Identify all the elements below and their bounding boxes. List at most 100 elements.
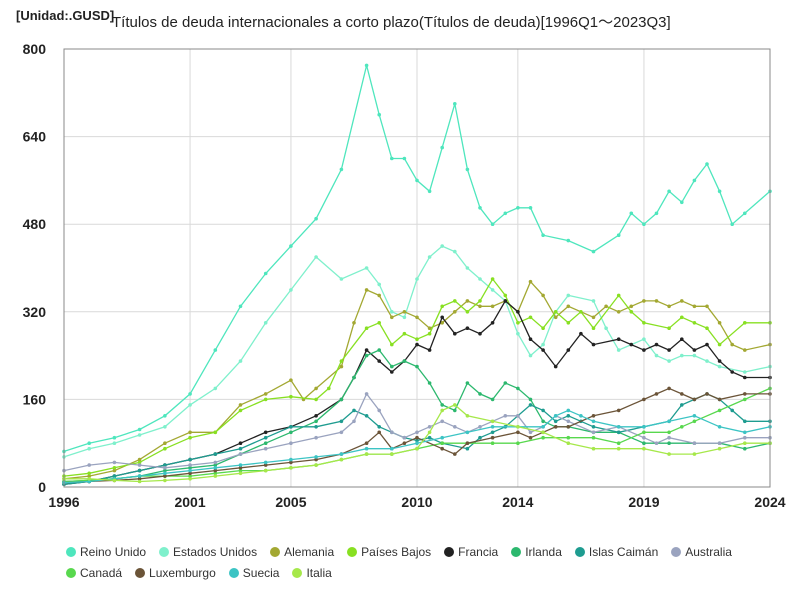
data-point <box>238 441 243 446</box>
data-point <box>390 430 394 435</box>
legend-item[interactable]: Islas Caimán <box>574 545 658 559</box>
data-point <box>465 446 470 451</box>
data-point <box>289 244 293 248</box>
data-point <box>415 438 419 443</box>
data-point <box>692 419 697 424</box>
data-point <box>629 310 634 314</box>
data-point <box>642 397 646 402</box>
data-point <box>516 430 520 435</box>
plot-frame <box>63 48 771 488</box>
data-point <box>743 348 747 352</box>
legend-item[interactable]: Australia <box>671 545 732 559</box>
legend-label: Italia <box>306 565 332 580</box>
data-point <box>137 427 142 432</box>
data-point <box>314 255 318 259</box>
data-point <box>377 282 382 287</box>
data-point <box>528 206 533 210</box>
data-point <box>415 441 419 446</box>
data-point <box>490 277 495 281</box>
data-point <box>490 430 495 435</box>
data-point <box>453 310 457 314</box>
data-point <box>528 430 533 435</box>
data-point <box>516 414 520 418</box>
legend-item[interactable]: Estados Unidos <box>159 545 257 559</box>
data-point <box>238 359 243 363</box>
y-tick-label: 160 <box>23 391 47 407</box>
data-point <box>528 397 533 402</box>
legend-item[interactable]: Irlanda <box>511 545 562 559</box>
data-point <box>541 348 545 352</box>
data-point <box>163 414 167 418</box>
data-point <box>541 408 545 413</box>
data-point <box>680 353 684 358</box>
data-point <box>163 471 167 476</box>
legend-marker-icon <box>135 567 146 578</box>
legend-item[interactable]: Reino Unido <box>66 545 146 559</box>
data-point <box>415 446 419 451</box>
data-point <box>427 430 432 435</box>
data-point <box>238 463 243 467</box>
data-point <box>667 326 671 331</box>
data-point <box>516 386 520 391</box>
data-point <box>730 342 734 347</box>
legend-label: Suecia <box>242 565 280 580</box>
data-point <box>566 441 571 446</box>
legend-item[interactable]: Canadá <box>66 566 122 580</box>
data-point <box>289 425 293 429</box>
legend-row: Reino Unido Estados Unidos Alemania Países … <box>66 541 786 562</box>
legend-item[interactable]: Alemania <box>270 545 334 559</box>
data-point <box>516 425 520 429</box>
data-point <box>390 156 394 161</box>
data-point <box>377 359 382 363</box>
data-point <box>188 463 192 467</box>
data-point <box>213 463 218 467</box>
legend-item[interactable]: Países Bajos <box>347 545 431 559</box>
data-point <box>390 315 394 320</box>
legend-item[interactable]: Suecia <box>228 565 280 580</box>
legend-item[interactable]: Luxemburgo <box>135 566 216 580</box>
data-point <box>377 321 382 325</box>
data-point <box>717 189 722 194</box>
legend-marker-icon <box>66 567 76 578</box>
data-point <box>692 441 697 446</box>
data-point <box>427 435 432 440</box>
data-point <box>238 403 243 407</box>
data-point <box>743 370 747 374</box>
data-point <box>680 403 684 407</box>
data-point <box>415 178 419 183</box>
legend-item[interactable]: Francia <box>444 545 498 559</box>
data-point <box>465 414 470 418</box>
data-point <box>717 441 722 446</box>
data-point <box>566 321 571 325</box>
x-tick-label: 2024 <box>754 494 785 510</box>
data-point <box>137 460 142 465</box>
data-point <box>289 430 293 435</box>
x-tick-label: 2001 <box>174 494 205 510</box>
data-point <box>188 468 192 473</box>
legend-item[interactable]: Italia <box>292 565 332 580</box>
data-point <box>314 419 318 424</box>
data-point <box>705 342 709 347</box>
data-point <box>730 222 734 226</box>
data-point <box>427 381 432 385</box>
data-point <box>566 238 571 243</box>
data-point <box>478 304 482 309</box>
data-point <box>591 299 596 303</box>
data-point <box>238 466 243 470</box>
data-point <box>453 102 457 106</box>
data-point <box>743 392 747 396</box>
data-point <box>440 446 445 451</box>
data-point <box>352 419 356 424</box>
y-tick-label: 480 <box>23 216 47 232</box>
data-point <box>364 446 369 451</box>
data-point <box>490 425 495 429</box>
y-tick-label: 0 <box>38 479 46 495</box>
data-point <box>642 337 646 342</box>
data-point <box>642 425 646 429</box>
legend-marker-icon <box>270 546 281 557</box>
data-point <box>415 342 419 347</box>
data-point <box>478 435 482 440</box>
legend-marker-icon <box>574 546 585 557</box>
data-point <box>453 403 457 407</box>
data-point <box>453 249 457 254</box>
